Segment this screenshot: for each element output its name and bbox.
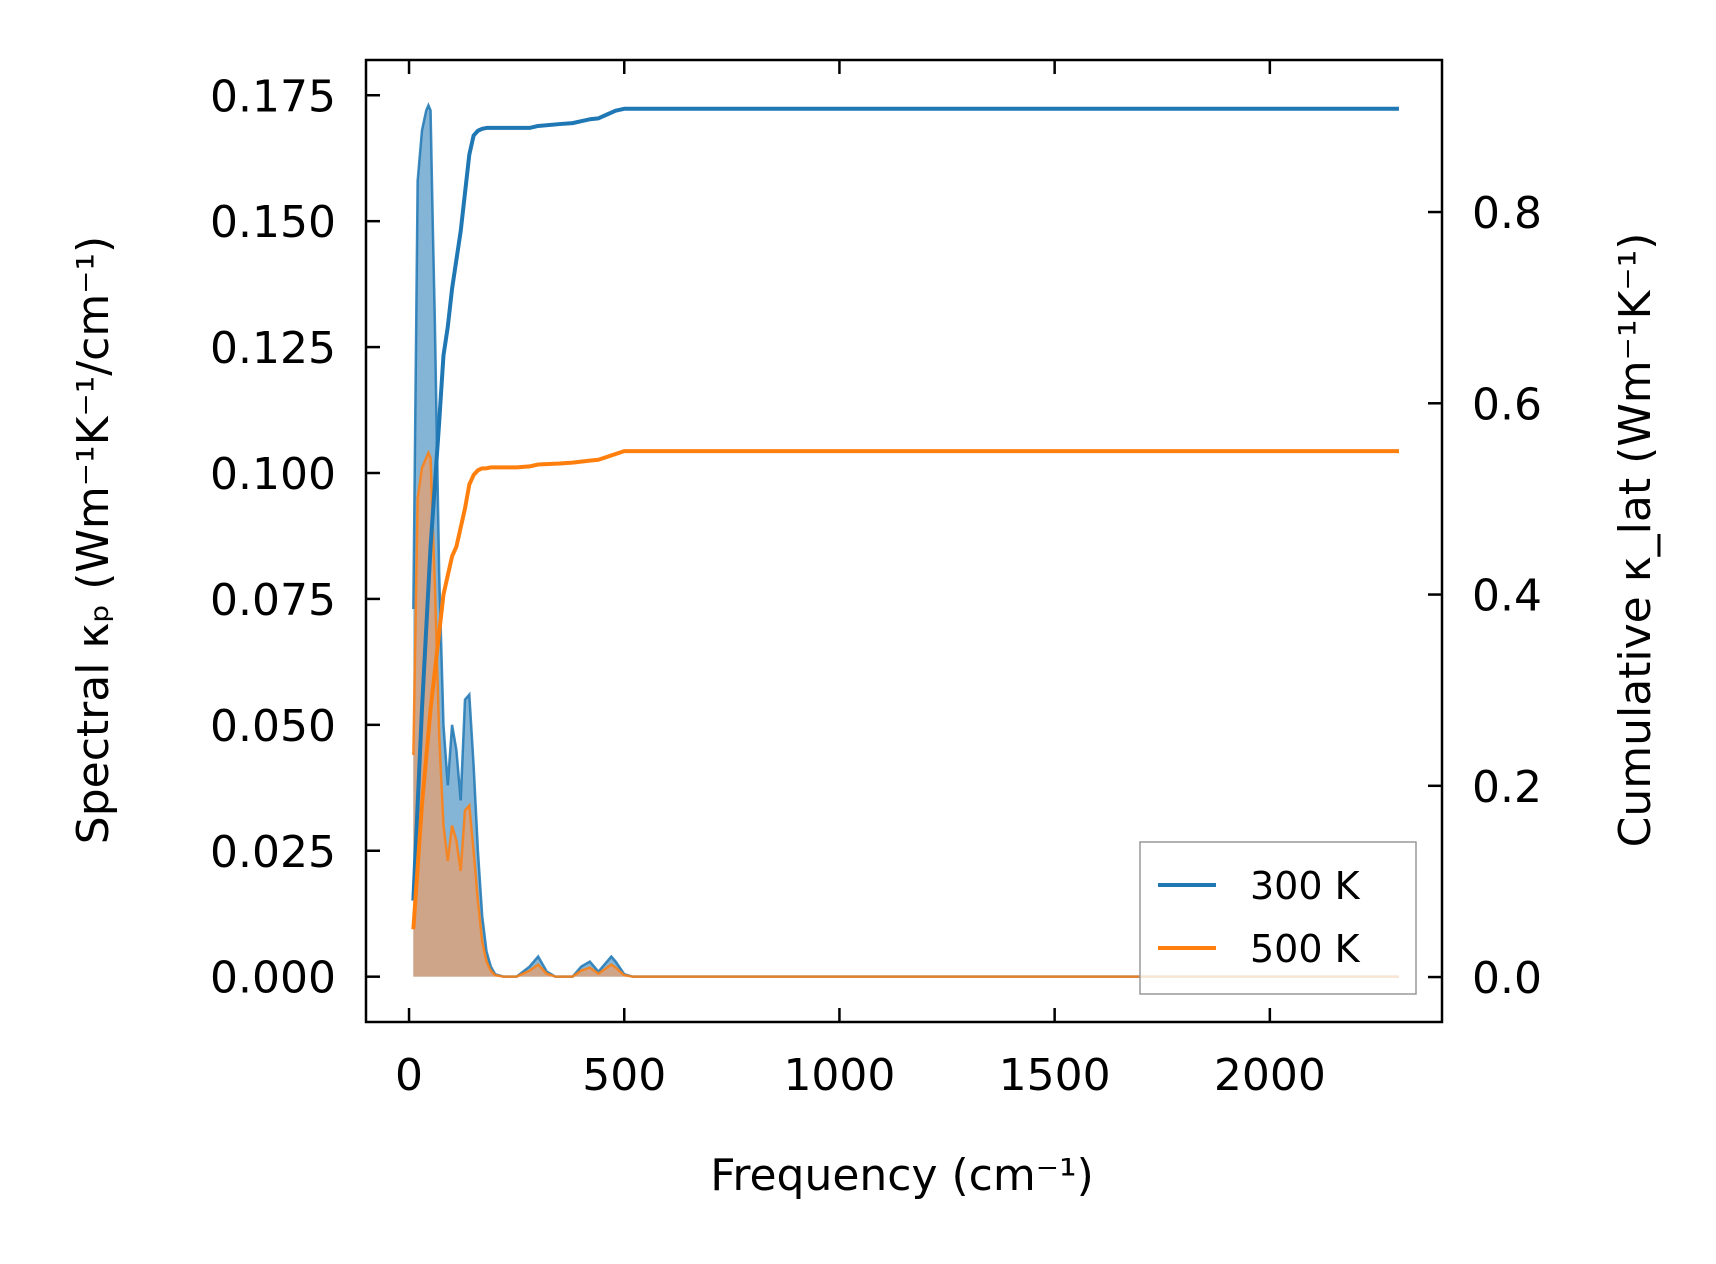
data-lines [411,106,1399,930]
cumulative-line-500k [411,449,1399,930]
axes [364,58,1444,1024]
y-left-tick-label: 0.050 [210,701,336,752]
x-tick-label: 1000 [783,1050,895,1101]
tick-group: 0 500 1000 1500 2000 0.000 0.025 0.050 0.075 0.10… [210,60,1542,1101]
y-right-tick-label: 0.2 [1472,762,1542,813]
y-left-tick-label: 0.125 [210,323,336,374]
legend: 300 K 500 K [1139,841,1417,995]
y-right-tick-label: 0.0 [1472,953,1542,1004]
y-left-tick-label: 0.025 [210,827,336,878]
y-right-tick-label: 0.4 [1472,571,1542,622]
legend-label-300k: 300 K [1250,864,1361,908]
y-left-tick-label: 0.150 [210,197,336,248]
cumulative-line-300k [411,106,1399,901]
spectral-fills [412,102,1399,978]
x-tick-label: 0 [395,1050,423,1101]
spectral-line-500k [412,449,1399,978]
y-left-tick-label: 0.175 [210,71,336,122]
legend-frame [1139,841,1417,995]
legend-label-500k: 500 K [1250,927,1361,971]
y-axis-label-left: Spectral κₚ (Wm⁻¹K⁻¹/cm⁻¹) [68,236,119,844]
x-tick-label: 500 [582,1050,666,1101]
y-right-tick-label: 0.8 [1472,188,1542,239]
x-axis-label: Frequency (cm⁻¹) [710,1150,1094,1201]
y-axis-label-right: Cumulative κ_lat (Wm⁻¹K⁻¹) [1610,233,1661,848]
y-left-tick-label: 0.100 [210,449,336,500]
x-tick-label: 1500 [999,1050,1111,1101]
y-left-tick-label: 0.075 [210,575,336,626]
y-left-tick-label: 0.000 [210,953,336,1004]
plot-frame [364,58,1444,1024]
y-right-tick-label: 0.6 [1472,379,1542,430]
x-tick-label: 2000 [1214,1050,1326,1101]
